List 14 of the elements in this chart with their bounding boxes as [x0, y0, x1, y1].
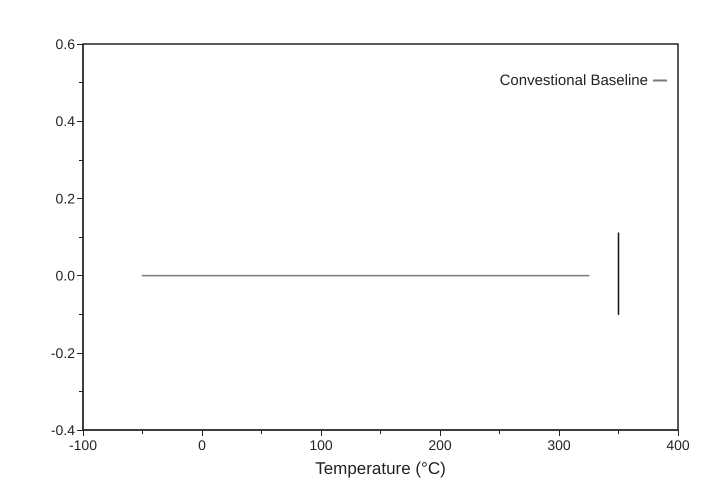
- x-axis-title: Temperature (°C): [315, 459, 446, 478]
- y-tick-label: 0.4: [56, 113, 76, 130]
- x-tick-label: 300: [547, 437, 571, 453]
- y-tick-label: 0.6: [56, 36, 76, 52]
- y-tick-label: 0.2: [56, 190, 76, 206]
- y-tick-label: -0.2: [50, 344, 76, 361]
- y-tick-label: 0.0: [56, 268, 76, 284]
- legend-label: Convestional Baseline: [500, 72, 648, 89]
- x-tick-label: 100: [309, 437, 333, 453]
- x-tick-label: 400: [666, 437, 690, 453]
- y-tick-label: -0.4: [50, 422, 76, 438]
- x-tick-label: 200: [428, 437, 452, 453]
- x-tick-label: -100: [68, 437, 98, 453]
- x-tick-label: 0: [198, 437, 206, 453]
